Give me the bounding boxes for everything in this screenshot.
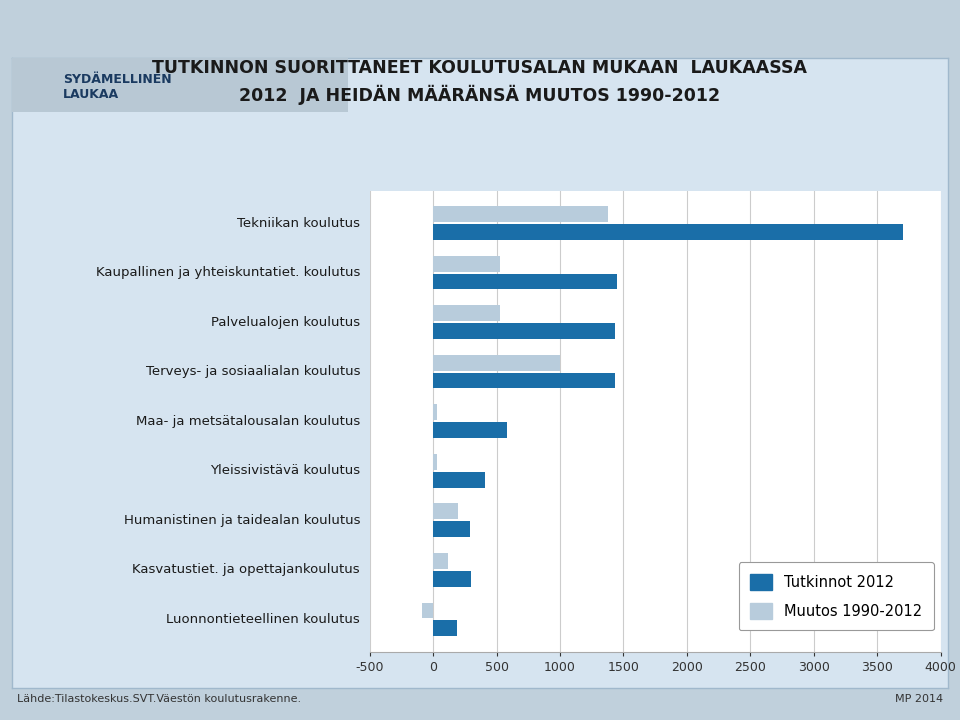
Bar [433,621,457,636]
Bar [433,405,437,420]
Text: TUTKINNON SUORITTANEET KOULUTUSALAN MUKAAN  LAUKAASSA: TUTKINNON SUORITTANEET KOULUTUSALAN MUKA… [153,59,807,77]
Legend: Tutkinnot 2012, Muutos 1990-2012: Tutkinnot 2012, Muutos 1990-2012 [738,562,933,631]
Bar [433,571,470,587]
Text: Terveys- ja sosiaalialan koulutus: Terveys- ja sosiaalialan koulutus [146,365,360,378]
Bar [421,603,433,618]
Text: Kasvatustiet. ja opettajankoulutus: Kasvatustiet. ja opettajankoulutus [132,563,360,576]
Bar [433,256,500,271]
Text: Lähde:Tilastokeskus.SVT.Väestön koulutusrakenne.: Lähde:Tilastokeskus.SVT.Väestön koulutus… [17,694,301,704]
Text: SYDÄMELLINEN
LAUKAA: SYDÄMELLINEN LAUKAA [62,73,172,102]
Text: Palvelualojen koulutus: Palvelualojen koulutus [211,315,360,328]
Bar [433,206,609,222]
Bar [433,454,437,469]
Text: 2012  JA HEIDÄN MÄÄRÄNSÄ MUUTOS 1990-2012: 2012 JA HEIDÄN MÄÄRÄNSÄ MUUTOS 1990-2012 [239,85,721,105]
Bar [433,224,902,240]
Text: Maa- ja metsätalousalan koulutus: Maa- ja metsätalousalan koulutus [135,415,360,428]
Text: Luonnontieteellinen koulutus: Luonnontieteellinen koulutus [166,613,360,626]
Text: Yleissivistävä koulutus: Yleissivistävä koulutus [210,464,360,477]
Bar [433,472,485,487]
Text: Tekniikan koulutus: Tekniikan koulutus [237,217,360,230]
Bar [433,553,448,569]
Text: MP 2014: MP 2014 [895,694,943,704]
Bar [433,274,617,289]
Bar [433,355,560,371]
Bar [433,521,469,537]
Bar [433,373,614,389]
Text: Humanistinen ja taidealan koulutus: Humanistinen ja taidealan koulutus [124,514,360,527]
Text: Kaupallinen ja yhteiskuntatiet. koulutus: Kaupallinen ja yhteiskuntatiet. koulutus [96,266,360,279]
Bar [433,305,500,321]
Bar [433,323,614,339]
Bar [433,422,507,438]
Bar [433,503,459,519]
